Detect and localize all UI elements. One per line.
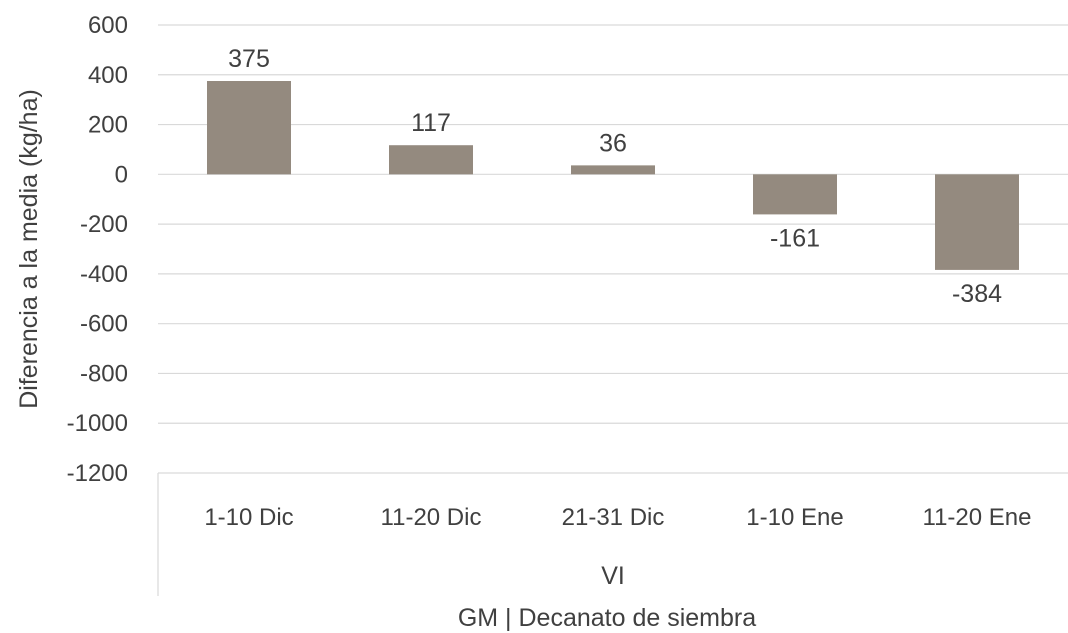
bar: [571, 165, 655, 175]
y-tick-label: -600: [80, 311, 128, 338]
category-label: 1-10 Dic: [204, 504, 293, 531]
category-label: 11-20 Dic: [381, 504, 482, 531]
bar: [207, 81, 291, 175]
bars: [207, 81, 1019, 270]
y-tick-label: 0: [115, 161, 128, 188]
category-label: 21-31 Dic: [562, 504, 665, 531]
data-label: 375: [228, 45, 270, 73]
bar: [935, 174, 1019, 270]
data-label: 36: [599, 129, 627, 157]
y-tick-label: 200: [88, 112, 128, 139]
data-labels: 375 117 36 -161 -384: [228, 45, 1002, 308]
category-labels: 1-10 Dic 11-20 Dic 21-31 Dic 1-10 Ene 11-20 …: [204, 504, 1031, 531]
bar: [389, 145, 473, 175]
bar: [753, 174, 837, 215]
y-tick-label: -1000: [67, 410, 128, 437]
data-label: -384: [952, 280, 1002, 308]
y-tick-label: 400: [88, 62, 128, 89]
y-axis-ticks: 600 400 200 0 -200 -400 -600 -800 -1000 -1200: [67, 12, 128, 487]
data-label: -161: [770, 224, 820, 252]
group-label: VI: [601, 562, 625, 590]
y-axis-title: Diferencia a la media (kg/ha): [15, 89, 43, 409]
y-tick-label: 600: [88, 12, 128, 39]
y-tick-label: -800: [80, 360, 128, 387]
y-tick-label: -200: [80, 211, 128, 238]
y-tick-label: -400: [80, 261, 128, 288]
x-axis-title: GM | Decanato de siembra: [458, 604, 756, 632]
gridlines: [158, 24, 1068, 474]
y-tick-label: -1200: [67, 460, 128, 487]
category-label: 1-10 Ene: [746, 504, 843, 531]
category-label: 11-20 Ene: [923, 504, 1032, 531]
data-label: 117: [411, 109, 451, 137]
